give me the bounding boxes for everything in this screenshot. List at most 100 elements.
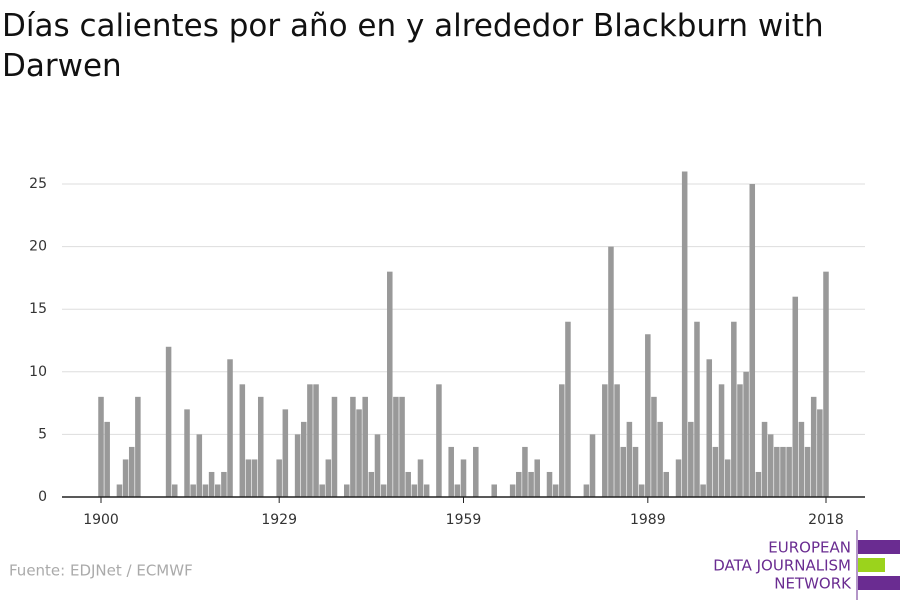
bar xyxy=(651,396,657,497)
bar xyxy=(817,409,823,497)
x-tick-label: 1929 xyxy=(261,512,297,528)
bar xyxy=(294,434,301,497)
bar xyxy=(694,321,700,497)
bar xyxy=(767,434,774,497)
logo-bar xyxy=(858,576,900,590)
bar xyxy=(362,396,368,497)
bar xyxy=(460,459,467,497)
bar xyxy=(516,471,522,497)
bar xyxy=(810,396,817,497)
bar xyxy=(319,484,325,497)
y-tick-label: 15 xyxy=(29,301,47,317)
bar xyxy=(522,446,528,497)
bar xyxy=(221,471,227,497)
bar xyxy=(559,384,565,497)
bar xyxy=(823,271,829,497)
bar xyxy=(165,346,172,497)
y-tick-label: 25 xyxy=(29,176,47,192)
bar xyxy=(645,334,651,497)
bar xyxy=(546,471,553,497)
bar xyxy=(712,446,719,497)
bar xyxy=(190,484,196,497)
logo-text: EUROPEAN xyxy=(768,539,851,557)
bar xyxy=(632,446,639,497)
logo-bar xyxy=(858,540,900,554)
bar xyxy=(731,321,737,497)
bar xyxy=(98,396,104,497)
bar xyxy=(344,484,350,497)
bar xyxy=(417,459,424,497)
y-tick-label: 10 xyxy=(29,364,47,380)
y-tick-label: 20 xyxy=(29,239,47,255)
bar xyxy=(491,484,497,497)
bar xyxy=(405,471,411,497)
bar xyxy=(786,446,792,497)
bar xyxy=(706,359,713,497)
bar xyxy=(454,484,461,497)
bar xyxy=(663,471,670,497)
bar xyxy=(135,396,141,497)
bar xyxy=(583,484,590,497)
bar xyxy=(620,446,627,497)
bar xyxy=(774,446,780,497)
bar xyxy=(798,421,805,497)
bar xyxy=(804,446,811,497)
bar xyxy=(737,384,743,497)
bar xyxy=(780,446,786,497)
bar xyxy=(755,471,762,497)
bar xyxy=(313,384,319,497)
bar xyxy=(423,484,430,497)
x-tick-label: 1989 xyxy=(630,512,666,528)
bar xyxy=(657,421,663,497)
bar xyxy=(743,371,749,497)
logo-text: NETWORK xyxy=(774,575,852,593)
y-tick-label: 0 xyxy=(38,489,47,505)
x-tick-label: 2018 xyxy=(808,512,844,528)
bar xyxy=(565,321,571,497)
bar xyxy=(761,421,768,497)
bar xyxy=(688,421,694,497)
bar xyxy=(448,446,454,497)
bar xyxy=(387,271,393,497)
bar xyxy=(356,409,362,497)
bar xyxy=(473,446,479,497)
bar xyxy=(239,384,246,497)
bar xyxy=(257,396,264,497)
bar xyxy=(300,421,307,497)
bar xyxy=(227,359,233,497)
bar xyxy=(792,296,799,497)
bar xyxy=(528,471,534,497)
bar xyxy=(749,184,756,497)
bar xyxy=(509,484,516,497)
x-tick-label: 1900 xyxy=(83,512,119,528)
bar xyxy=(122,459,129,497)
bar xyxy=(196,434,203,497)
bar xyxy=(245,459,252,497)
bar xyxy=(202,484,209,497)
logo-bar xyxy=(858,558,885,572)
bar xyxy=(675,459,682,497)
bar xyxy=(411,484,418,497)
chart-title: Días calientes por año en y alrededor Bl… xyxy=(2,8,824,84)
bar xyxy=(171,484,178,497)
bar xyxy=(718,384,725,497)
bar xyxy=(282,409,289,497)
bar xyxy=(128,446,135,497)
bar xyxy=(116,484,123,497)
bar xyxy=(393,396,399,497)
bar xyxy=(626,421,633,497)
bar xyxy=(380,484,387,497)
bar xyxy=(214,484,221,497)
bar xyxy=(552,484,559,497)
y-tick-label: 5 xyxy=(38,426,47,442)
bar xyxy=(602,384,608,497)
x-tick-label: 1959 xyxy=(446,512,482,528)
bar xyxy=(331,396,338,497)
bar xyxy=(534,459,540,497)
bar xyxy=(608,246,614,497)
bar xyxy=(638,484,645,497)
bar xyxy=(251,459,258,497)
bar xyxy=(350,396,356,497)
bar xyxy=(724,459,731,497)
